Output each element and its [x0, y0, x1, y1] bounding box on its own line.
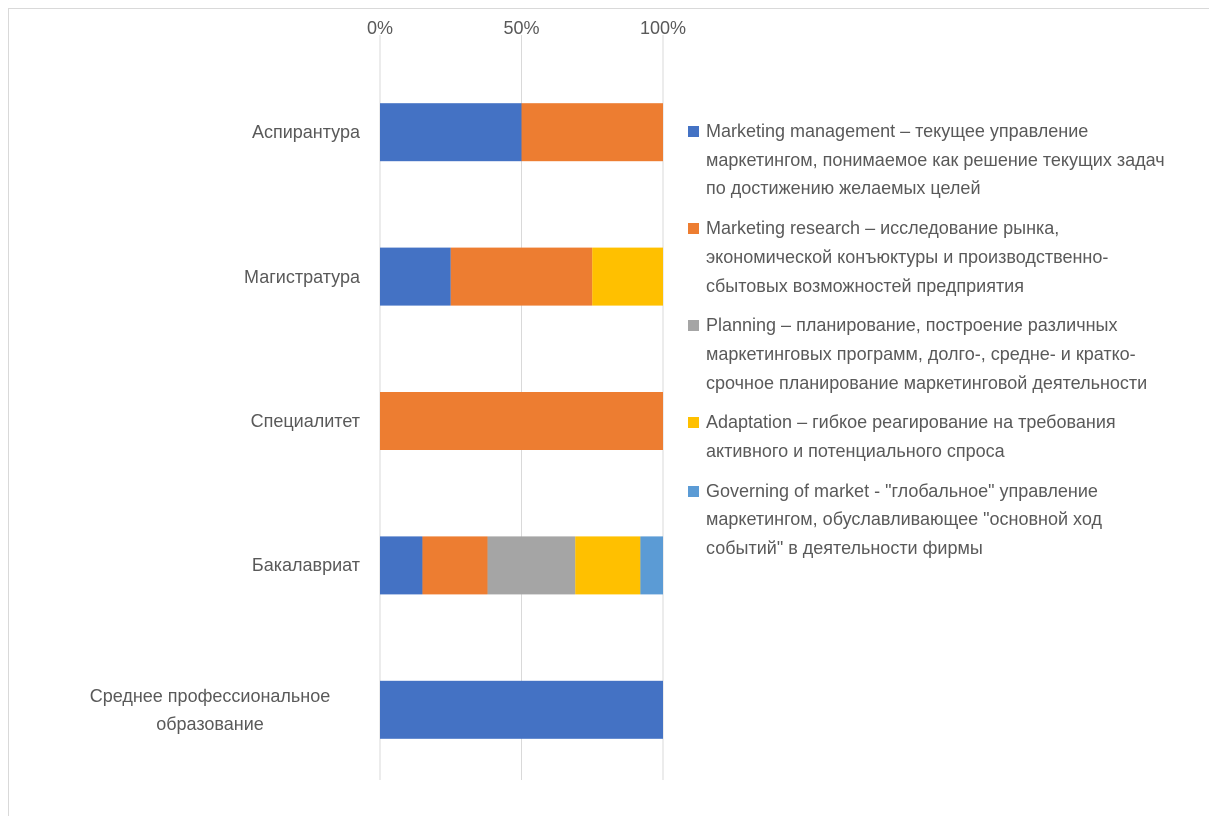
legend-label: Marketing management – текущее управлени… — [706, 121, 1165, 199]
y-tick-label: Бакалавриат — [251, 555, 360, 576]
y-tick-label-box: Бакалавриат — [20, 525, 360, 605]
legend-label: Marketing research – исследование рынка,… — [706, 218, 1109, 296]
y-tick-label-box: Специалитет — [20, 381, 360, 461]
bar-segment — [521, 103, 663, 162]
legend-swatch — [688, 126, 699, 137]
legend-swatch — [688, 223, 699, 235]
legend: Marketing management – текущее управлени… — [688, 117, 1178, 563]
bar-segment — [380, 247, 451, 306]
bar-segment — [450, 247, 593, 306]
bar-segment — [575, 536, 641, 595]
legend-label: Governing of market - "глобальное" управ… — [706, 480, 1102, 559]
y-tick-label-box: Магистратура — [20, 237, 360, 317]
y-tick-label-box: Аспирантура — [20, 92, 360, 172]
legend-label: Planning – планирование, построение разл… — [706, 315, 1148, 393]
legend-item: Marketing management – текущее управлени… — [688, 117, 1178, 203]
x-tick-label: 0% — [366, 18, 394, 38]
chart-border — [8, 8, 1209, 816]
legend-label: Adaptation – гибкое реагирование на треб… — [706, 412, 1116, 462]
legend-item: Adaptation – гибкое реагирование на треб… — [688, 408, 1178, 465]
legend-swatch — [688, 320, 699, 332]
y-tick-label-box: Среднее профессиональное образование — [20, 670, 360, 750]
y-tick-label: Магистратура — [244, 266, 360, 287]
x-tick-label: 100% — [639, 18, 687, 38]
y-tick-label: Среднее профессиональное образование — [89, 685, 331, 734]
legend-swatch — [688, 485, 699, 497]
legend-item: Governing of market - "глобальное" управ… — [688, 477, 1178, 563]
bar-segment — [380, 536, 423, 595]
bar-segment — [380, 392, 663, 450]
legend-swatch — [688, 417, 699, 429]
x-tick-label: 50% — [503, 18, 540, 38]
bar-segment — [640, 536, 663, 595]
legend-item: Planning – планирование, построение разл… — [688, 311, 1178, 397]
bar-segment — [592, 247, 663, 306]
bar-segment — [487, 536, 576, 595]
bar-segment — [380, 680, 663, 739]
bar-segment — [422, 536, 488, 595]
legend-item: Marketing research – исследование рынка,… — [688, 214, 1178, 300]
y-tick-label: Аспирантура — [251, 122, 360, 143]
y-tick-label: Специалитет — [250, 411, 360, 431]
bar-segment — [380, 103, 522, 162]
